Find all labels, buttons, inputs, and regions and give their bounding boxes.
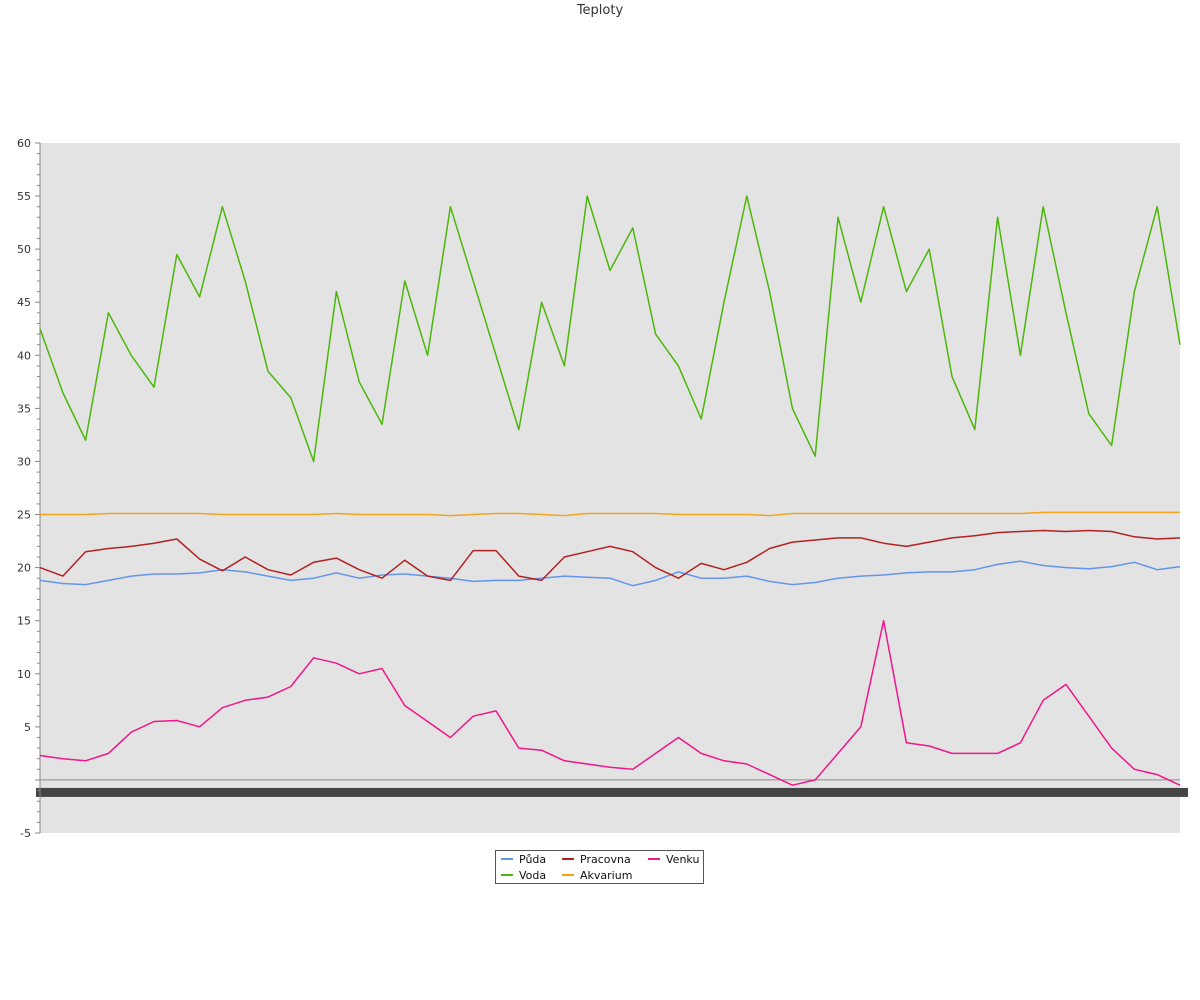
legend-label: Půda	[519, 853, 547, 866]
y-tick-label: 35	[17, 402, 31, 415]
chart-title: Teploty	[576, 3, 624, 18]
legend-swatch	[501, 858, 513, 860]
y-tick-label: 50	[17, 243, 31, 256]
y-tick-label: 55	[17, 190, 31, 203]
y-tick-label: 60	[17, 137, 31, 150]
legend-item: Akvarium	[562, 869, 632, 883]
chart-legend: Půda Voda Pracovna Akvarium Venku	[495, 850, 704, 884]
legend-label: Voda	[519, 869, 547, 882]
x-axis-overlapping-labels	[36, 787, 1188, 797]
y-tick-label: 10	[17, 668, 31, 681]
legend-item: Venku	[648, 853, 699, 867]
legend-label: Venku	[666, 853, 700, 866]
series-line-pracovna	[39, 529, 1181, 582]
legend-swatch	[562, 874, 574, 876]
y-tick-label: 5	[24, 721, 31, 734]
legend-label: Akvarium	[580, 869, 633, 882]
series-line-akvarium	[40, 511, 1180, 517]
legend-item: Voda	[501, 869, 546, 883]
legend-swatch	[562, 858, 574, 860]
x-axis-tick-labels-band	[36, 787, 1188, 797]
y-tick-label: 15	[17, 615, 31, 628]
y-tick-label: 45	[17, 296, 31, 309]
series-line-půda	[39, 560, 1181, 587]
legend-swatch	[501, 874, 513, 876]
legend-label: Pracovna	[580, 853, 631, 866]
y-tick-label: -5	[20, 827, 31, 840]
legend-item: Půda	[501, 853, 546, 867]
y-tick-label: 25	[17, 509, 31, 522]
y-tick-label: 40	[17, 349, 31, 362]
y-tick-label: 20	[17, 562, 31, 575]
y-axis-ticks: -5 5 10 15 20 25 30 35 40 45 50 55 60	[17, 137, 40, 840]
legend-item: Pracovna	[562, 853, 631, 867]
series-line-voda	[39, 195, 1181, 463]
plot-area	[40, 143, 1180, 833]
legend-swatch	[648, 858, 660, 860]
y-tick-label: 30	[17, 455, 31, 468]
series-line-venku	[39, 619, 1181, 786]
series-layer	[39, 195, 1181, 786]
